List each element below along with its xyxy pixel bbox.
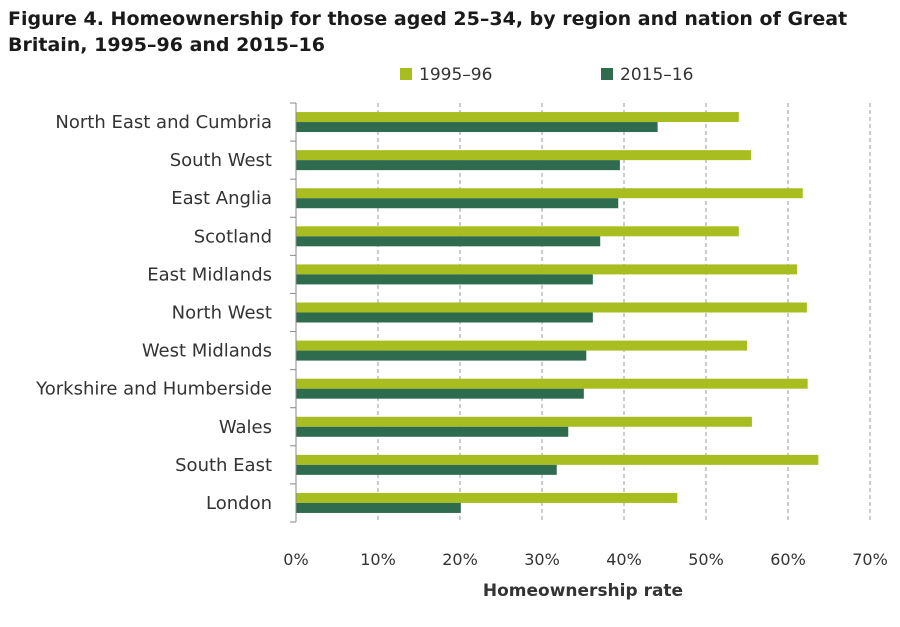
legend-label: 2015–16 xyxy=(620,65,693,85)
bar-2015-16 xyxy=(296,388,584,399)
category-label: East Midlands xyxy=(147,264,272,285)
bar-1995-96 xyxy=(296,264,798,275)
x-tick-label: 50% xyxy=(688,550,724,569)
category-label: London xyxy=(206,493,272,514)
bar-2015-16 xyxy=(296,312,593,323)
bar-1995-96 xyxy=(296,340,747,351)
bar-1995-96 xyxy=(296,112,739,123)
x-tick-label: 40% xyxy=(606,550,642,569)
legend-label: 1995–96 xyxy=(419,65,492,85)
legend-swatch xyxy=(400,68,412,80)
category-label: Scotland xyxy=(194,226,272,247)
category-label: North West xyxy=(172,303,272,324)
x-tick-label: 30% xyxy=(524,550,560,569)
category-labels: North East and Cumbria South West East Ang… xyxy=(35,112,272,514)
bars xyxy=(296,112,819,513)
bar-2015-16 xyxy=(296,350,587,361)
legend-swatch xyxy=(601,68,613,80)
axes xyxy=(290,102,297,523)
x-tick-label: 70% xyxy=(852,550,888,569)
x-tick-label: 10% xyxy=(360,550,396,569)
bar-2015-16 xyxy=(296,464,557,475)
category-label: West Midlands xyxy=(142,341,272,362)
x-tick-labels: 0% 10% 20% 30% 40% 50% 60% 70% xyxy=(283,550,887,569)
x-axis-title: Homeownership rate xyxy=(483,581,683,601)
bar-1995-96 xyxy=(296,416,752,427)
category-label: South West xyxy=(170,150,272,171)
x-tick-label: 20% xyxy=(442,550,478,569)
bar-2015-16 xyxy=(296,236,601,247)
bar-2015-16 xyxy=(296,274,593,285)
bar-1995-96 xyxy=(296,302,807,313)
bar-1995-96 xyxy=(296,226,739,237)
category-label: East Anglia xyxy=(171,188,272,209)
category-label: Yorkshire and Humberside xyxy=(35,379,272,400)
bar-1995-96 xyxy=(296,188,803,199)
bar-2015-16 xyxy=(296,502,461,513)
chart-title: Figure 4. Homeownership for those aged 2… xyxy=(8,8,848,56)
x-tick-label: 60% xyxy=(770,550,806,569)
bar-2015-16 xyxy=(296,426,569,437)
bar-2015-16 xyxy=(296,160,620,171)
x-tick-label: 0% xyxy=(283,550,308,569)
bar-2015-16 xyxy=(296,122,658,133)
bar-2015-16 xyxy=(296,198,619,209)
category-label: South East xyxy=(175,455,272,476)
category-label: North East and Cumbria xyxy=(55,112,272,133)
bar-1995-96 xyxy=(296,492,678,503)
legend: 1995–96 2015–16 xyxy=(400,65,693,85)
bar-1995-96 xyxy=(296,150,752,161)
bar-1995-96 xyxy=(296,378,808,389)
bar-1995-96 xyxy=(296,454,819,465)
category-label: Wales xyxy=(219,417,272,438)
